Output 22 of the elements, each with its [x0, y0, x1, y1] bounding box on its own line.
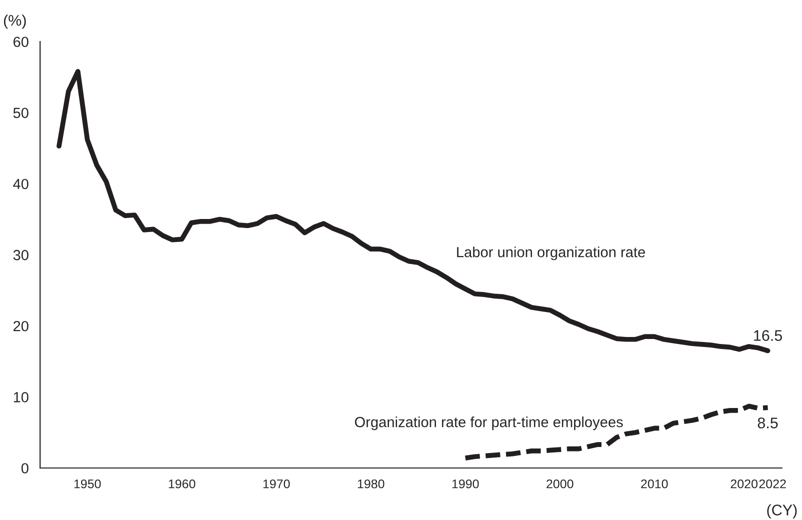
series-label: Organization rate for part-time employees [354, 416, 623, 430]
x-tick-label: 1990 [452, 479, 479, 488]
y-tick-label: 0 [21, 463, 28, 474]
x-tick-label: 1980 [358, 479, 384, 488]
x-tick-label: 2022 [759, 479, 786, 488]
x-tick-label: 2000 [546, 479, 574, 488]
x-tick-label: 2020 [730, 479, 758, 488]
annotation: 16.5 [754, 330, 782, 341]
x-axis-title: (CY) [767, 504, 797, 518]
x-tick-label: 1960 [168, 479, 196, 488]
y-tick-label: 40 [13, 178, 28, 190]
y-axis-title: (%) [4, 14, 26, 29]
y-tick-label: 10 [14, 392, 28, 402]
y-tick-label: 60 [14, 36, 28, 48]
annotation: 8.5 [758, 418, 778, 428]
y-tick-label: 30 [13, 250, 28, 260]
series-label: Labor union organization rate [457, 246, 645, 260]
x-tick-label: 1970 [263, 479, 290, 488]
x-tick-label: 1950 [74, 479, 101, 488]
y-tick-label: 50 [13, 108, 28, 118]
x-tick-label: 2010 [641, 479, 668, 488]
y-tick-label: 20 [14, 320, 28, 332]
